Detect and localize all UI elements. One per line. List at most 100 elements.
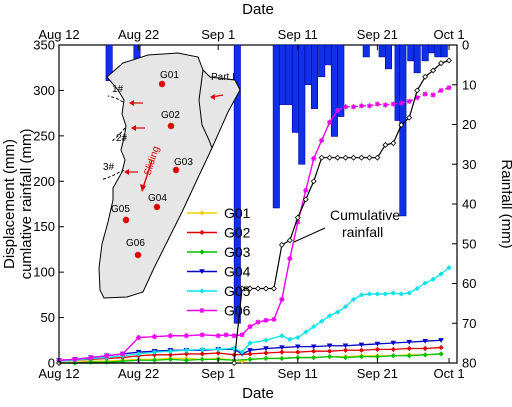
point-g03-dot — [172, 166, 180, 174]
point-g06-dot — [134, 251, 142, 259]
annotation-line1: Cumulative — [330, 207, 400, 223]
point-g02-21 — [374, 346, 380, 352]
point-g03-21 — [374, 354, 380, 360]
point-g02-16 — [295, 349, 301, 355]
point-g06-2 — [72, 356, 78, 362]
crack-1-arrowhead — [129, 100, 134, 106]
point-g06-14 — [239, 332, 245, 338]
y-left-tick-label-1: 50 — [41, 310, 55, 325]
point-g06-12 — [223, 332, 229, 338]
point-g06-30 — [366, 103, 373, 109]
point-g06-35 — [406, 98, 412, 104]
series-cumulative-rainfall — [56, 57, 453, 366]
point-g05-16 — [279, 333, 285, 339]
x-tick-label-bottom-5: Oct 1 — [434, 366, 465, 381]
point-g02-20 — [358, 347, 365, 353]
point-g05-37 — [446, 265, 452, 271]
series-line-g06 — [58, 110, 339, 361]
point-cumulative-rainfall-5 — [255, 285, 261, 292]
point-g05-35 — [430, 276, 436, 283]
axis-ticks: Aug 12 Aug 12 Aug 22 Aug 22 Sep 1 Sep 1 Sep 11… — [33, 27, 476, 381]
y-right-tick-label-4: 40 — [462, 197, 476, 212]
legend-item-g06: G06 — [187, 303, 251, 319]
point-g05-10 — [199, 346, 205, 352]
landslide-inset-map: Sliding Part I 1# 2# 3# G01 G02 G03 G04 … — [98, 52, 241, 299]
rainfall-bar-9 — [304, 44, 312, 86]
x-tick-label-bottom-1: Aug 22 — [118, 366, 159, 381]
point-g06-36 — [414, 95, 420, 101]
x-axis-title-top: Date — [242, 1, 274, 18]
x-tick-label-top-2: Sep 1 — [201, 27, 235, 42]
point-g02-7 — [151, 352, 158, 358]
point-g03-label: G03 — [174, 157, 193, 168]
point-g06-33 — [390, 101, 396, 107]
point-g06-15 — [247, 324, 253, 330]
point-g06-17 — [263, 317, 269, 323]
point-g03-18 — [327, 354, 333, 360]
point-cumulative-rainfall-22 — [390, 140, 397, 147]
point-g05-26 — [358, 292, 365, 298]
crack-2-label: 2# — [116, 133, 128, 144]
legend: G01 G02 G03 G04 G05 G06 — [187, 205, 251, 319]
part-one-label: Part I — [211, 72, 235, 83]
point-cumulative-rainfall-17 — [350, 154, 357, 161]
point-g03-20 — [358, 354, 365, 360]
point-g03-9 — [183, 357, 189, 363]
point-g04-18 — [310, 344, 317, 350]
legend-marker-g04 — [199, 269, 205, 275]
x-tick-label-top-3: Sep 11 — [278, 27, 318, 42]
legend-item-g04: G04 — [187, 264, 251, 280]
point-g03-22 — [390, 353, 396, 359]
point-g02-25 — [438, 344, 444, 351]
point-cumulative-rainfall-2 — [231, 360, 238, 366]
point-cumulative-rainfall-15 — [334, 154, 341, 161]
rainfall-bar-8 — [298, 44, 306, 165]
point-cumulative-rainfall-28 — [438, 60, 445, 67]
point-g03-16 — [295, 354, 301, 361]
series-lines — [56, 57, 453, 366]
y-axis-title-left-line2: cumlative rainfall (mm) — [18, 129, 35, 280]
point-cumulative-rainfall-8 — [278, 241, 285, 248]
point-g05-36 — [438, 271, 444, 277]
sliding-arrow — [142, 159, 153, 189]
point-g03-15 — [279, 355, 285, 362]
crack-2-line — [111, 127, 126, 142]
point-g02-10 — [199, 351, 205, 357]
annotation-leader-line — [293, 227, 326, 243]
legend-marker-g01 — [199, 210, 205, 216]
point-g05-20 — [311, 324, 317, 330]
point-g04-26 — [438, 338, 444, 343]
x-tick-label-bottom-4: Sep 21 — [357, 366, 398, 381]
point-g03-7 — [151, 357, 158, 363]
point-cumulative-rainfall-25 — [414, 87, 421, 94]
rainfall-bar-3 — [233, 44, 241, 324]
rainfall-bar-16 — [378, 44, 386, 58]
point-cumulative-rainfall-11 — [302, 196, 309, 203]
point-g03-8 — [167, 356, 174, 362]
point-g05-11 — [215, 346, 221, 352]
point-g05-33 — [414, 285, 420, 292]
point-g05-8 — [167, 348, 174, 354]
x-tick-label-top-1: Aug 22 — [118, 27, 159, 42]
y-left-tick-label-3: 150 — [33, 219, 55, 234]
part-one-arrowhead — [210, 94, 215, 100]
series-line-g01 — [58, 353, 442, 364]
rainfall-bar-24 — [434, 44, 442, 58]
point-g05-22 — [327, 313, 333, 319]
point-g06-4 — [104, 353, 110, 359]
point-g06-37 — [422, 91, 428, 97]
y-left-tick-label-2: 100 — [33, 265, 55, 280]
point-g06-16 — [255, 319, 261, 325]
point-g05-28 — [374, 291, 380, 297]
rainfall-bar-7 — [291, 44, 299, 133]
point-g06-27 — [342, 104, 349, 110]
point-g03-17 — [311, 354, 317, 361]
y-left-tick-label-5: 250 — [33, 128, 55, 143]
point-g02-11 — [215, 350, 221, 356]
legend-item-g01: G01 — [187, 205, 251, 221]
rainfall-bar-23 — [428, 44, 436, 54]
rainfall-bar-17 — [385, 44, 393, 70]
point-g02-15 — [279, 349, 285, 355]
annotation-line2: rainfall — [342, 224, 383, 240]
